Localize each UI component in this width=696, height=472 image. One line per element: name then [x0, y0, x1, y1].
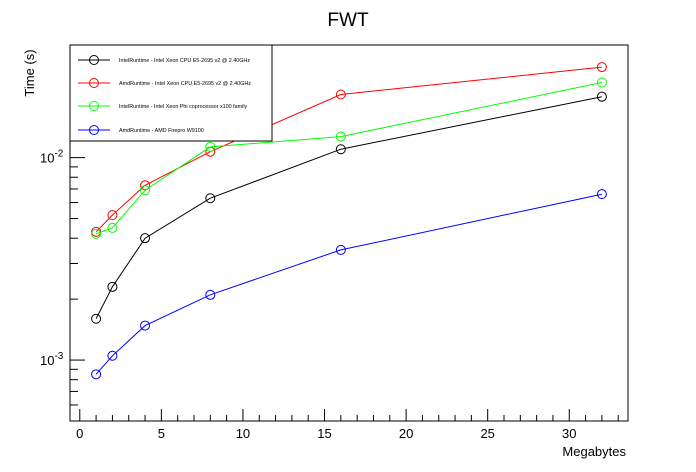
data-point	[335, 244, 346, 255]
legend-entry: AmdRuntime - Intel Xeon CPU E5-2695 v2 @…	[78, 78, 251, 88]
series-1	[91, 91, 607, 324]
x-tick-label: 30	[562, 426, 576, 441]
legend-marker	[89, 101, 99, 111]
legend-entry: IntelRuntime - Intel Xeon Phi coprocesso…	[78, 101, 248, 111]
data-point	[335, 89, 346, 100]
x-tick-label: 10	[236, 426, 250, 441]
y-tick-label: 10-3	[40, 351, 64, 368]
data-point	[91, 228, 102, 239]
series-3	[91, 77, 607, 239]
x-tick-label: 25	[480, 426, 494, 441]
axes: 0 5 10 15 20 25 30 10-3 10-2	[40, 60, 619, 441]
data-point	[140, 185, 151, 196]
legend-entry: IntelRuntime - Intel Xeon CPU E5-2695 v2…	[78, 55, 250, 65]
legend-box	[69, 44, 273, 142]
data-point	[596, 77, 607, 88]
data-point	[107, 281, 118, 292]
legend-label: IntelRuntime - Intel Xeon Phi coprocesso…	[119, 104, 248, 110]
series-line	[95, 96, 602, 319]
series-layer	[91, 62, 607, 380]
data-point	[205, 193, 216, 204]
legend-marker	[89, 78, 99, 88]
data-point	[596, 189, 607, 200]
data-point	[91, 369, 102, 380]
x-tick-label: 15	[317, 426, 331, 441]
data-point	[107, 210, 118, 221]
data-point	[596, 91, 607, 102]
series-line	[95, 193, 603, 375]
x-axis-label: Megabytes	[562, 444, 626, 459]
y-axis-label: Time (s)	[22, 49, 37, 96]
plot-frame	[69, 44, 629, 422]
data-point	[205, 141, 216, 152]
legend-label: AmdRuntime - Intel Xeon CPU E5-2695 v2 @…	[119, 81, 251, 87]
data-point	[596, 62, 607, 73]
legend-marker	[89, 55, 99, 65]
legend-label: AmdRuntime - AMD Firepro W9100	[119, 128, 204, 134]
y-tick-label: 10-2	[40, 149, 64, 166]
data-point	[107, 222, 118, 233]
data-point	[140, 320, 151, 331]
legend: IntelRuntime - Intel Xeon CPU E5-2695 v2…	[69, 44, 273, 142]
series-line	[95, 82, 603, 235]
chart-title: FWT	[327, 10, 369, 31]
series-4	[91, 189, 607, 380]
data-point	[335, 131, 346, 142]
data-point	[91, 226, 102, 237]
legend-entry: AmdRuntime - AMD Firepro W9100	[78, 125, 204, 135]
legend-label: IntelRuntime - Intel Xeon CPU E5-2695 v2…	[119, 58, 250, 64]
data-point	[107, 350, 118, 361]
data-point	[91, 313, 102, 324]
x-tick-label: 0	[76, 426, 83, 441]
legend-marker	[89, 125, 99, 135]
x-tick-label: 20	[399, 426, 413, 441]
data-point	[140, 233, 151, 244]
data-point	[205, 289, 216, 300]
data-point	[335, 144, 346, 155]
x-tick-label: 5	[158, 426, 165, 441]
